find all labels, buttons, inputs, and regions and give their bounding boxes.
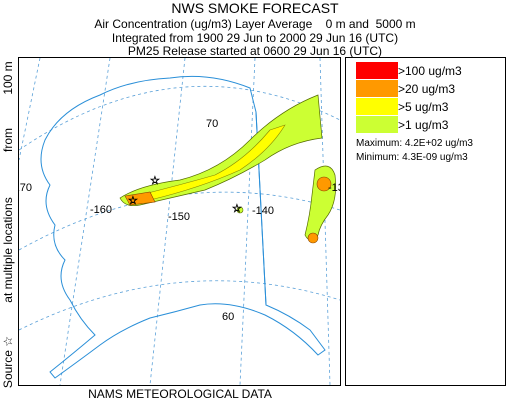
smoke-plume [316, 176, 332, 192]
source-markers: ☆ ☆ ☆ [128, 175, 243, 216]
map-label: 70 [206, 118, 218, 130]
map-label: -130 [328, 182, 350, 194]
side-label: at multiple locations [1, 197, 15, 302]
legend-swatch [356, 98, 398, 115]
map-label: -150 [168, 211, 190, 223]
legend-label: >1 ug/m3 [398, 118, 449, 132]
svg-text:☆: ☆ [128, 195, 138, 207]
legend-label: >100 ug/m3 [398, 64, 462, 78]
title: NWS SMOKE FORECAST [171, 0, 339, 16]
maximum: Maximum: 4.2E+02 ug/m3 [356, 138, 473, 149]
legend: >100 ug/m3 >20 ug/m3 >5 ug/m3 >1 ug/m3 [356, 62, 462, 133]
side-label: from [1, 128, 15, 152]
map-label: -160 [90, 204, 112, 216]
svg-text:☆: ☆ [232, 203, 242, 215]
footer: NAMS METEOROLOGICAL DATA [88, 387, 272, 401]
legend-label: >20 ug/m3 [398, 82, 455, 96]
legend-swatch [356, 80, 398, 97]
side-label: Source ☆ [1, 336, 15, 388]
subtitle: Integrated from 1900 29 Jun to 2000 29 J… [112, 31, 398, 45]
svg-text:☆: ☆ [150, 175, 160, 187]
smoke-plume [236, 206, 244, 214]
map-label: 60 [222, 311, 234, 323]
legend-label: >5 ug/m3 [398, 100, 449, 114]
smoke-plume [139, 124, 286, 201]
subtitle: PM25 Release started at 0600 29 Jun 16 (… [128, 44, 382, 58]
side-label: 100 m [1, 61, 15, 94]
map-label: -140 [252, 205, 274, 217]
smoke-plume [307, 232, 319, 244]
minimum: Minimum: 4.3E-09 ug/m3 [356, 152, 468, 163]
legend-swatch [356, 116, 398, 133]
map-label: -170 [10, 182, 32, 194]
subtitle: Air Concentration (ug/m3) Layer Average … [94, 17, 415, 31]
map: ☆ ☆ ☆ 70 -170 -160 -150 -140 -130 60 [10, 58, 350, 385]
smoke-plume [124, 191, 156, 206]
legend-swatch [356, 62, 398, 79]
coastline [40, 75, 326, 379]
